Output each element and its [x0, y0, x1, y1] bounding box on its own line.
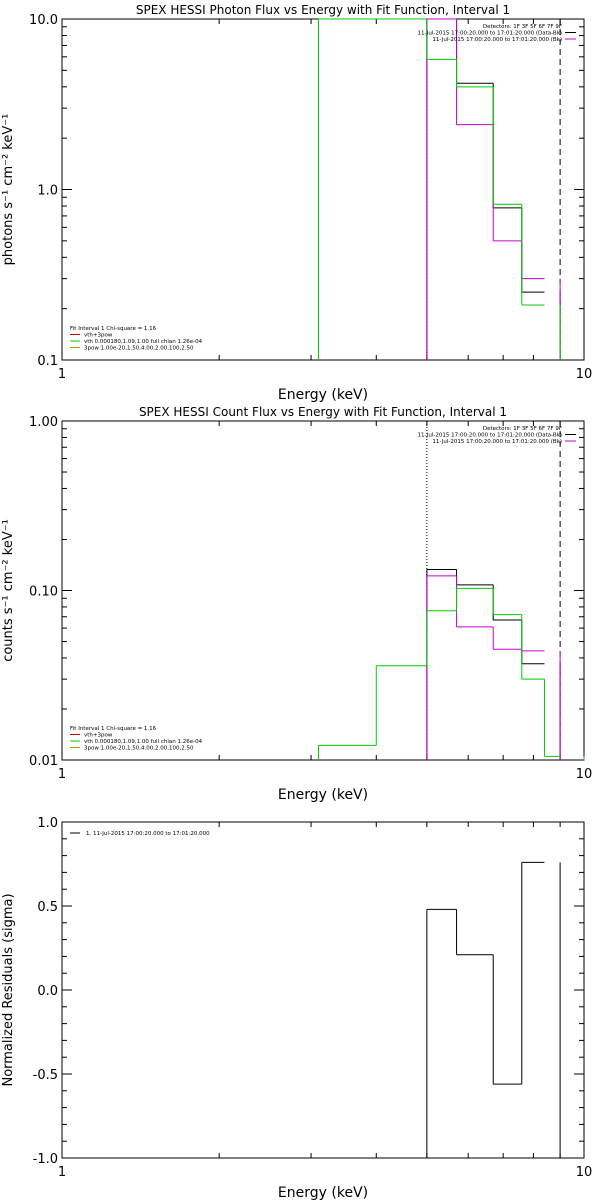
x-axis-ticks [61, 19, 585, 360]
y-tick-label: 0.1 [37, 354, 58, 369]
x-tick-label: 1 [58, 767, 66, 782]
y-tick-label: -1.0 [33, 1152, 58, 1167]
y-tick-label: 1.0 [37, 816, 58, 831]
chart-panel-1: SPEX HESSI Photon Flux vs Energy with Fi… [1, 3, 592, 403]
y-axis-label: photons s⁻¹ cm⁻² keV⁻¹ [1, 114, 16, 266]
x-tick-label: 1 [58, 1165, 66, 1180]
x-tick-label: 1 [58, 367, 66, 382]
legend-entry: Detectors: 1F 3F 5F 6F 7F 9F [483, 24, 562, 30]
y-axis-ticks [62, 420, 584, 761]
y-axis-ticks [62, 18, 584, 361]
legend-entry: 11-Jul-2015 17:00:20.000 to 17:01:20.000… [418, 433, 563, 439]
plot-frame [61, 420, 585, 761]
y-tick-label: -0.5 [33, 1068, 58, 1083]
y-tick-label: 0.0 [37, 984, 58, 999]
chart-title: SPEX HESSI Photon Flux vs Energy with Fi… [136, 3, 510, 17]
y-axis-ticks [62, 821, 584, 1159]
series-1-11-jul-2015-17-00-20-000-to-17-01-20-000 [426, 861, 561, 1158]
y-tick-label: 10.0 [29, 13, 58, 28]
legend-fit: Fit Interval 1 Chi-square = 1.16vth+3pow… [70, 726, 203, 752]
series-vth-3pow [317, 18, 561, 360]
x-tick-label: 10 [576, 367, 593, 382]
legend-entry: Fit Interval 1 Chi-square = 1.16 [70, 726, 157, 732]
legend-entry: Detectors: 1F 3F 5F 6F 7F 9F [483, 426, 562, 432]
plot-frame [61, 18, 585, 361]
y-tick-label: 1.0 [37, 184, 58, 199]
legend-entry: vth+3pow [84, 333, 113, 339]
y-axis-label: Normalized Residuals (sigma) [1, 893, 16, 1086]
legend-entry: 11-Jul-2015 17:00:20.000 to 17:01:20.000… [418, 31, 563, 37]
legend-fit: Fit Interval 1 Chi-square = 1.16vth+3pow… [70, 326, 203, 352]
chart-title: SPEX HESSI Count Flux vs Energy with Fit… [139, 405, 507, 419]
legend-entry: vth 0.000180,1.09,1.00 full chian 1.26e-… [84, 339, 203, 345]
chart-panel-3: 1 10 Energy (keV) 1.0 0.5 0.0 -0.5 -1.0 Normaliz… [1, 816, 592, 1200]
legend-top: Detectors: 1F 3F 5F 6F 7F 9F11-Jul-2015 … [418, 24, 576, 43]
legend-entry: 3pow 1.00e-20,1.50,4.00,2.00,100,2.50 [84, 746, 194, 752]
x-axis-label: Energy (keV) [278, 1185, 368, 1200]
x-axis-label: Energy (keV) [278, 787, 368, 803]
legend-entry: Fit Interval 1 Chi-square = 1.16 [70, 326, 157, 332]
series-bk [426, 575, 561, 760]
legend-entry: 11-Jul-2015 17:00:20.000 to 17:01:20.000… [432, 439, 562, 445]
y-tick-label: 1.00 [29, 415, 58, 430]
legend-entry: 11-Jul-2015 17:00:20.000 to 17:01:20.000… [432, 37, 562, 43]
x-tick-label: 10 [576, 1165, 593, 1180]
plot-frame [61, 821, 585, 1159]
x-axis-ticks [61, 421, 585, 760]
chart-panel-2: SPEX HESSI Count Flux vs Energy with Fit… [1, 405, 592, 803]
y-tick-label: 0.10 [29, 585, 58, 600]
legend-entry: vth+3pow [84, 733, 113, 739]
x-axis-ticks [61, 822, 585, 1158]
y-tick-label: 0.5 [37, 900, 58, 915]
legend-entry: 3pow 1.00e-20,1.50,4.00,2.00,100,2.50 [84, 346, 194, 352]
legend-entry: vth 0.000180,1.09,1.00 full chian 1.26e-… [84, 739, 203, 745]
series-vth-3pow [317, 587, 585, 760]
x-axis-label: Energy (keV) [278, 387, 368, 403]
y-tick-label: 0.01 [29, 754, 58, 769]
y-axis-label: counts s⁻¹ cm⁻² keV⁻¹ [1, 519, 16, 662]
legend-top: 1. 11-Jul-2015 17:00:20.000 to 17:01:20.… [70, 831, 210, 837]
legend-top: Detectors: 1F 3F 5F 6F 7F 9F11-Jul-2015 … [418, 426, 576, 445]
legend-entry: 1. 11-Jul-2015 17:00:20.000 to 17:01:20.… [86, 831, 210, 837]
x-tick-label: 10 [576, 767, 593, 782]
